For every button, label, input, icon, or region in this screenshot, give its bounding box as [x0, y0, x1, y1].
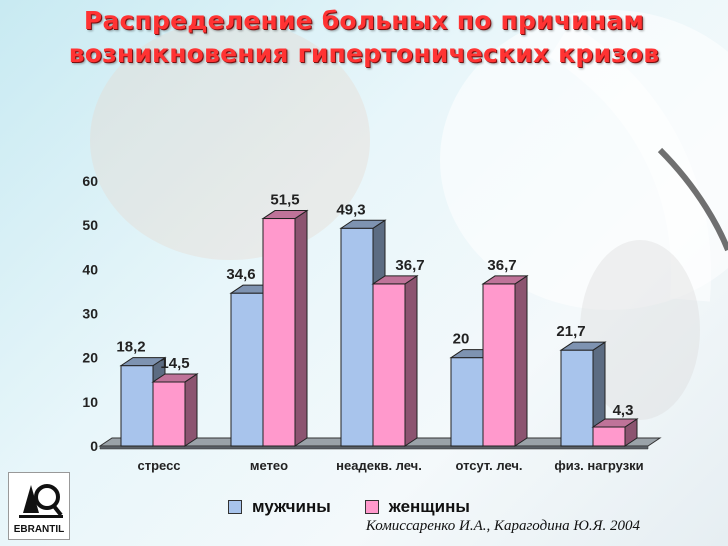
bar-top-women — [371, 275, 419, 285]
bar-front-women — [152, 381, 186, 447]
bar-side-women — [404, 274, 418, 447]
x-category-label: отсут. леч. — [455, 458, 522, 473]
slide-title: Распределение больных по причинам возник… — [0, 4, 728, 70]
data-label: 21,7 — [556, 323, 585, 340]
y-tick-label: 40 — [82, 261, 98, 277]
bar-top-women — [591, 418, 639, 428]
data-label: 4,3 — [613, 402, 634, 419]
source-citation: Комиссаренко И.А., Карагодина Ю.Я. 2004 — [365, 518, 640, 534]
legend-label-women: женщины — [388, 497, 470, 516]
x-category-label: стресс — [137, 458, 180, 473]
bar-front-men — [340, 227, 374, 447]
y-tick-label: 10 — [82, 394, 98, 410]
legend-item-women: женщины — [364, 497, 470, 517]
bar-front-men — [230, 292, 264, 447]
bar-front-women — [372, 283, 406, 447]
bar-side-women — [294, 209, 308, 447]
bar-front-women — [592, 426, 626, 447]
x-category-label: физ. нагрузки — [554, 458, 643, 473]
bar-front-women — [482, 283, 516, 447]
legend-swatch-women — [364, 500, 379, 514]
title-line-2: возникновения гипертонических кризов — [68, 39, 660, 68]
legend-swatch-men — [228, 500, 242, 514]
bar-chart: 0 10 20 30 40 50 60 18,2 34,6 49,3 20 21,7 14,5 51,5 3… — [82, 173, 662, 473]
data-label: 36,7 — [395, 257, 424, 274]
data-label: 14,5 — [160, 355, 189, 372]
bar-front-men — [450, 357, 484, 447]
y-tick-label: 50 — [82, 217, 98, 233]
y-tick-label: 60 — [82, 173, 98, 189]
legend-label-men: мужчины — [252, 497, 331, 516]
data-label: 34,6 — [226, 266, 255, 283]
title-line-1: Распределение больных по причинам — [83, 6, 645, 35]
data-label: 20 — [453, 331, 470, 348]
data-label: 36,7 — [487, 257, 516, 274]
ebrantil-logo: EBRANTIL — [8, 472, 70, 540]
data-label: 18,2 — [116, 339, 145, 356]
bar-top-men — [119, 357, 167, 367]
data-label: 51,5 — [270, 192, 299, 209]
legend-item-men: мужчины — [228, 497, 331, 517]
bar-side-women — [184, 373, 198, 447]
bar-side-women — [514, 274, 528, 447]
y-tick-label: 30 — [82, 306, 98, 322]
x-category-label: метео — [250, 458, 288, 473]
y-tick-label: 20 — [82, 350, 98, 366]
logo-text: EBRANTIL — [13, 524, 65, 535]
x-category-label: неадекв. леч. — [336, 458, 422, 473]
data-label: 49,3 — [336, 201, 365, 218]
bar-top-men — [339, 219, 387, 229]
bar-front-women — [262, 218, 296, 447]
bar-top-women — [261, 210, 309, 220]
logo-emblem-icon — [19, 484, 63, 518]
bar-top-men — [559, 341, 607, 351]
bar-front-men — [120, 365, 154, 447]
y-tick-label: 0 — [90, 438, 98, 454]
bar-top-women — [151, 373, 199, 383]
bar-front-men — [560, 349, 594, 447]
bar-top-women — [481, 275, 529, 285]
chart-legend: мужчины женщины — [228, 497, 470, 517]
